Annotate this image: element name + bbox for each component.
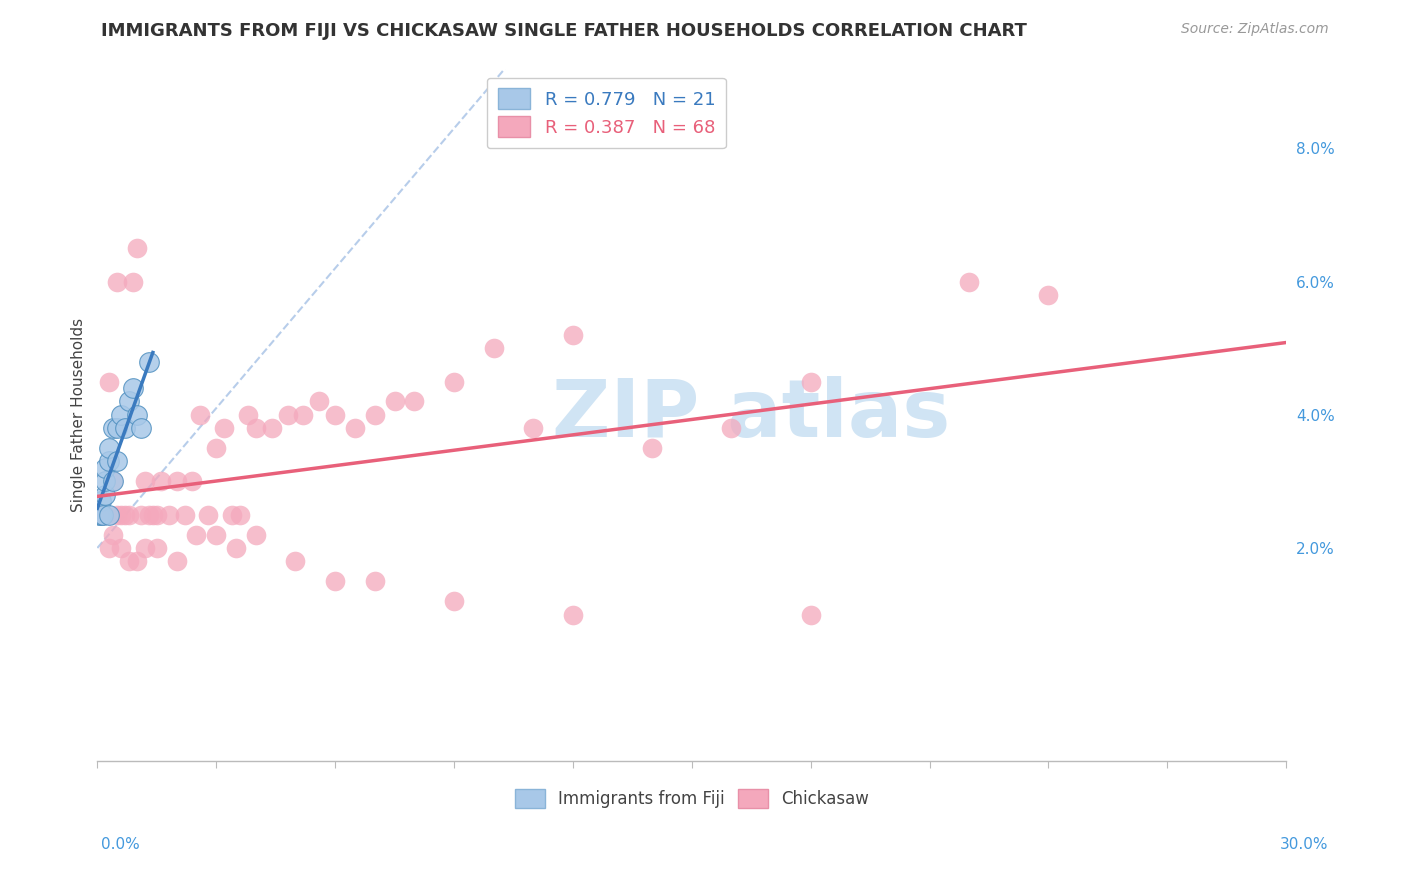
Point: [94, 508, 117, 522]
Point: [98, 508, 121, 522]
Point: [343, 421, 366, 435]
Point: [957, 275, 980, 289]
Point: [134, 541, 156, 555]
Point: [125, 241, 148, 255]
Point: [157, 508, 180, 522]
Text: 30.0%: 30.0%: [1281, 837, 1329, 852]
Point: [105, 421, 128, 435]
Point: [110, 408, 132, 422]
Point: [443, 375, 465, 389]
Point: [103, 475, 125, 489]
Point: [277, 408, 299, 422]
Text: Source: ZipAtlas.com: Source: ZipAtlas.com: [1181, 22, 1329, 37]
Point: [197, 508, 219, 522]
Point: [114, 508, 136, 522]
Point: [166, 475, 188, 489]
Point: [561, 327, 583, 342]
Point: [181, 475, 204, 489]
Point: [138, 508, 160, 522]
Point: [98, 441, 121, 455]
Point: [205, 441, 228, 455]
Point: [245, 421, 267, 435]
Point: [404, 394, 426, 409]
Point: [118, 508, 141, 522]
Point: [482, 341, 505, 355]
Point: [122, 381, 145, 395]
Point: [205, 527, 228, 541]
Point: [245, 527, 267, 541]
Point: [89, 508, 111, 522]
Point: [173, 508, 195, 522]
Point: [323, 408, 346, 422]
Point: [103, 527, 125, 541]
Point: [260, 421, 283, 435]
Point: [138, 354, 160, 368]
Point: [118, 554, 141, 568]
Point: [105, 454, 128, 468]
Point: [522, 421, 544, 435]
Point: [103, 475, 125, 489]
Point: [98, 454, 121, 468]
Point: [364, 574, 387, 589]
Point: [221, 508, 243, 522]
Point: [149, 475, 172, 489]
Point: [800, 607, 823, 622]
Point: [125, 554, 148, 568]
Point: [90, 508, 112, 522]
Point: [90, 494, 112, 508]
Point: [118, 394, 141, 409]
Point: [122, 275, 145, 289]
Point: [308, 394, 330, 409]
Point: [94, 508, 117, 522]
Point: [284, 554, 307, 568]
Point: [292, 408, 315, 422]
Point: [94, 461, 117, 475]
Point: [98, 541, 121, 555]
Point: [443, 594, 465, 608]
Point: [105, 508, 128, 522]
Point: [98, 375, 121, 389]
Point: [94, 475, 117, 489]
Point: [129, 421, 152, 435]
Point: [134, 475, 156, 489]
Point: [114, 421, 136, 435]
Point: [236, 408, 259, 422]
Text: IMMIGRANTS FROM FIJI VS CHICKASAW SINGLE FATHER HOUSEHOLDS CORRELATION CHART: IMMIGRANTS FROM FIJI VS CHICKASAW SINGLE…: [101, 22, 1028, 40]
Point: [94, 488, 117, 502]
Text: 0.0%: 0.0%: [101, 837, 141, 852]
Point: [720, 421, 742, 435]
Point: [90, 508, 112, 522]
Point: [364, 408, 387, 422]
Point: [129, 508, 152, 522]
Point: [142, 508, 165, 522]
Point: [190, 408, 212, 422]
Point: [384, 394, 406, 409]
Point: [125, 408, 148, 422]
Point: [225, 541, 247, 555]
Point: [229, 508, 252, 522]
Point: [186, 527, 208, 541]
Point: [110, 541, 132, 555]
Point: [323, 574, 346, 589]
Point: [91, 508, 114, 522]
Point: [561, 607, 583, 622]
Point: [800, 375, 823, 389]
Point: [1038, 288, 1060, 302]
Point: [166, 554, 188, 568]
Text: ZIP atlas: ZIP atlas: [553, 376, 950, 454]
Point: [105, 275, 128, 289]
Point: [641, 441, 664, 455]
Legend: Immigrants from Fiji, Chickasaw: Immigrants from Fiji, Chickasaw: [508, 782, 876, 815]
Y-axis label: Single Father Households: Single Father Households: [72, 318, 86, 512]
Point: [103, 421, 125, 435]
Point: [212, 421, 235, 435]
Point: [146, 508, 169, 522]
Point: [110, 508, 132, 522]
Point: [146, 541, 169, 555]
